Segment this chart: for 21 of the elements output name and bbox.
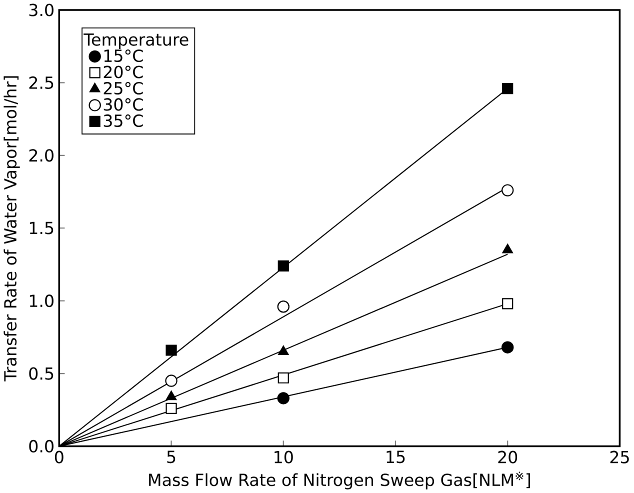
x-tick-label: 15 [386,450,405,464]
x-tick-label: 20 [498,450,518,464]
y-tick-label: 0.0 [29,440,54,452]
legend-title: Temperature [84,33,188,49]
legend-label: 35°C [104,114,143,127]
y-tick-label: 3.0 [29,4,54,16]
y-axis-title: Transfer Rate of Water Vapor[mol/hr] [4,76,20,382]
legend-label: 25°C [104,82,143,94]
x-tick-label: 5 [167,450,176,464]
x-axis-title: Mass Flow Rate of Nitrogen Sweep Gas[NLM$^{※}$] [149,472,530,490]
y-tick-label: 1.5 [30,222,54,234]
y-tick-label: 1.0 [30,294,54,308]
y-tick-label: 0.5 [29,367,54,380]
x-tick-label: 25 [610,450,629,464]
legend-label: 20°C [104,66,143,78]
legend-label: 30°C [104,98,143,111]
x-tick-label: 0 [54,450,64,464]
x-tick-label: 10 [274,450,293,464]
y-tick-label: 2.0 [29,149,54,162]
legend-label: 15°C [104,49,143,62]
y-tick-label: 2.5 [29,76,54,89]
